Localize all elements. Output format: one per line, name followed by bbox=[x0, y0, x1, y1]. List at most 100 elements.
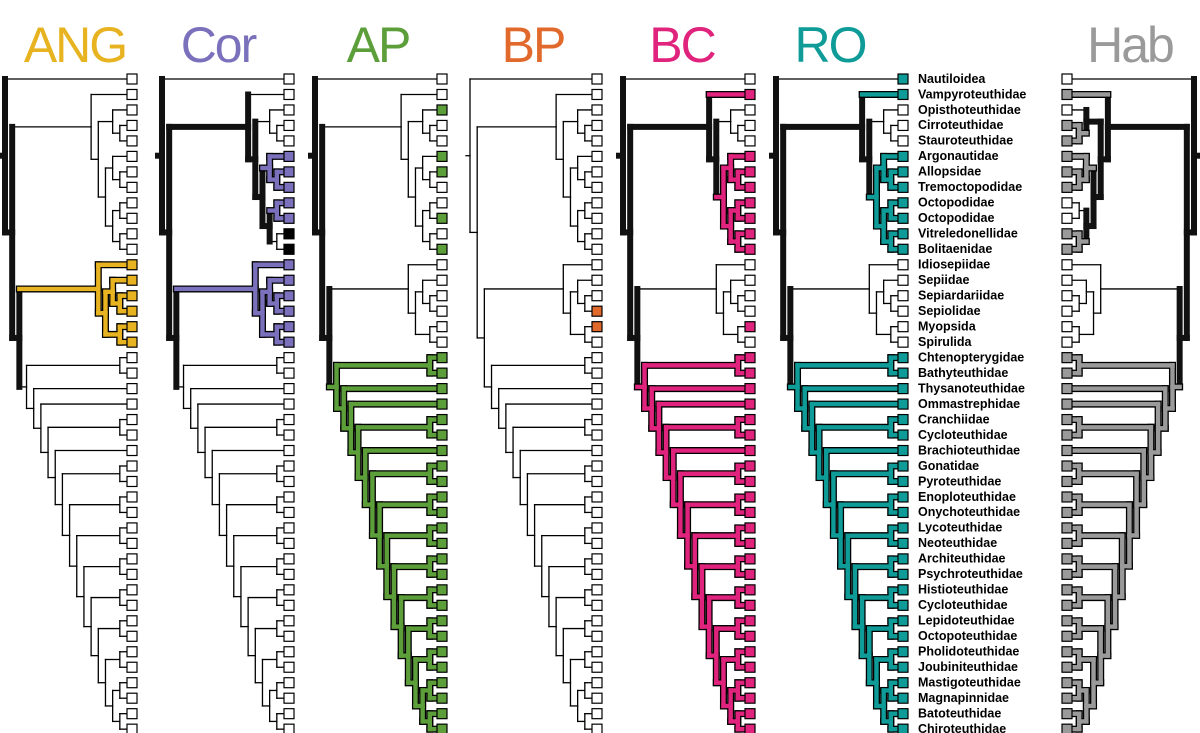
tip-square bbox=[126, 166, 138, 178]
tip-square bbox=[436, 568, 448, 580]
tip-square bbox=[744, 383, 756, 395]
taxon-label: Joubiniteuthidae bbox=[918, 660, 1018, 674]
tip-square bbox=[591, 367, 603, 379]
tip-square bbox=[1061, 290, 1073, 302]
tip-square bbox=[436, 166, 448, 178]
tip-square bbox=[744, 646, 756, 658]
tip-square bbox=[1061, 599, 1073, 611]
taxon-label: Gonatidae bbox=[918, 459, 979, 473]
tip-square bbox=[436, 413, 448, 426]
tip-square bbox=[744, 135, 756, 147]
taxon-label: Brachioteuthidae bbox=[918, 443, 1020, 457]
tip-square bbox=[591, 692, 603, 704]
tip-square bbox=[744, 150, 756, 162]
tip-square bbox=[436, 228, 448, 240]
tip-square bbox=[744, 352, 756, 364]
tip-square bbox=[591, 537, 603, 550]
tip-square bbox=[126, 290, 138, 302]
tip-square bbox=[1061, 398, 1073, 410]
tip-square bbox=[436, 460, 448, 472]
tip-square bbox=[744, 444, 756, 457]
taxon-label: Pholidoteuthidae bbox=[918, 645, 1019, 659]
taxon-label: Batoteuthidae bbox=[918, 706, 1001, 720]
tip-square bbox=[1061, 584, 1073, 596]
tip-square bbox=[126, 228, 138, 240]
tip-square bbox=[897, 413, 909, 426]
tip-square bbox=[436, 646, 448, 658]
tip-square bbox=[126, 553, 138, 565]
tip-square bbox=[744, 212, 756, 224]
tip-square bbox=[591, 352, 603, 364]
taxon-label: Opisthoteuthidae bbox=[918, 103, 1021, 117]
tip-square bbox=[744, 413, 756, 426]
tip-square bbox=[1061, 522, 1073, 534]
tip-square bbox=[283, 708, 295, 720]
tip-square bbox=[591, 383, 603, 395]
tip-square bbox=[436, 290, 448, 302]
tip-square bbox=[1061, 661, 1073, 673]
tip-square bbox=[591, 290, 603, 302]
taxon-label: Bathyteuthidae bbox=[918, 366, 1008, 380]
tip-square bbox=[283, 259, 295, 271]
tip-square bbox=[283, 367, 295, 379]
tip-square bbox=[126, 630, 138, 642]
tip-square bbox=[126, 321, 138, 333]
tip-square bbox=[436, 615, 448, 627]
tip-square bbox=[897, 537, 909, 550]
taxon-label: Cycloteuthidae bbox=[918, 598, 1008, 612]
taxon-label: Tremoctopodidae bbox=[918, 180, 1022, 194]
tip-square bbox=[283, 723, 295, 733]
taxon-label: Octopodidae bbox=[918, 196, 994, 210]
taxon-label: Chtenopterygidae bbox=[918, 350, 1024, 364]
panel-title: BC bbox=[649, 17, 715, 73]
tip-square bbox=[283, 166, 295, 178]
tip-square bbox=[283, 321, 295, 333]
tip-square bbox=[744, 119, 756, 132]
tip-square bbox=[591, 212, 603, 224]
tip-square bbox=[1061, 352, 1073, 364]
tip-square bbox=[126, 119, 138, 132]
tree-panel: Cor bbox=[155, 17, 295, 733]
tip-square bbox=[283, 150, 295, 162]
tip-square bbox=[283, 398, 295, 410]
tip-square bbox=[126, 413, 138, 426]
taxon-label: Sepiidae bbox=[918, 273, 969, 287]
tip-square bbox=[591, 336, 603, 348]
tip-square bbox=[436, 692, 448, 704]
tip-square bbox=[283, 274, 295, 286]
tip-square bbox=[897, 444, 909, 457]
tip-square bbox=[126, 150, 138, 162]
tip-square bbox=[897, 274, 909, 286]
tip-square bbox=[126, 506, 138, 519]
taxon-label: Vitreledonellidae bbox=[918, 227, 1018, 241]
tip-square bbox=[436, 321, 448, 333]
taxon-label: Vampyroteuthidae bbox=[918, 87, 1026, 101]
tip-square bbox=[1061, 615, 1073, 627]
panel-title: ANG bbox=[24, 17, 126, 73]
tip-square bbox=[897, 305, 909, 317]
tip-square bbox=[126, 197, 138, 209]
tip-square bbox=[1061, 259, 1073, 271]
tip-square bbox=[897, 119, 909, 132]
tip-square bbox=[1061, 506, 1073, 519]
tip-square bbox=[1061, 553, 1073, 565]
tip-square bbox=[283, 413, 295, 426]
tip-square bbox=[436, 522, 448, 534]
tip-square bbox=[436, 259, 448, 271]
tip-square bbox=[283, 646, 295, 658]
tip-square bbox=[283, 460, 295, 472]
tip-square bbox=[1061, 150, 1073, 162]
tip-square bbox=[897, 646, 909, 658]
tip-square bbox=[436, 491, 448, 503]
tip-square bbox=[744, 228, 756, 240]
tip-square bbox=[591, 615, 603, 627]
tip-square bbox=[283, 677, 295, 689]
tip-square bbox=[897, 181, 909, 193]
tip-square bbox=[126, 692, 138, 704]
tip-square bbox=[283, 491, 295, 503]
tip-square bbox=[283, 568, 295, 580]
tree-panel: BP bbox=[465, 17, 603, 733]
tip-square bbox=[897, 553, 909, 565]
tip-square bbox=[126, 336, 138, 348]
tip-square bbox=[1061, 119, 1073, 132]
